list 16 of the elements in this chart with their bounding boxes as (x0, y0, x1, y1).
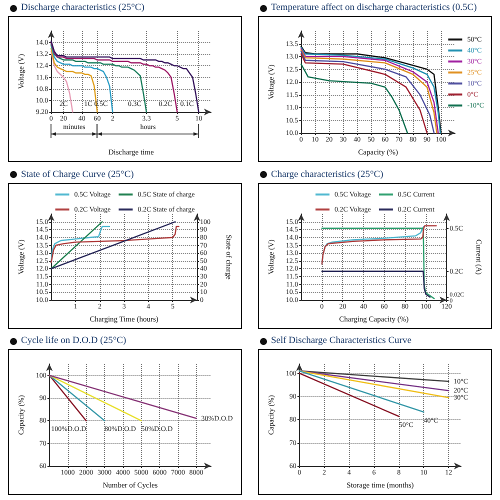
chart-title: Charge characteristics (25°C) (271, 170, 384, 180)
line-series (321, 227, 435, 299)
line-series (300, 64, 408, 134)
chart-title: Discharge characteristics (25°C) (21, 3, 144, 13)
chart-title: Self Discharge Characteristics Curve (271, 336, 412, 346)
line-series (50, 50, 74, 113)
line-series (50, 40, 200, 113)
chart-title: State of Charge Curve (25°C) (21, 170, 134, 180)
line-series (50, 226, 180, 263)
line-series (50, 42, 178, 113)
line-series (321, 270, 431, 298)
line-series (50, 43, 148, 113)
line-series (50, 44, 114, 113)
chart-title: Cycle life on D.O.D (25°C) (21, 336, 126, 346)
chart-title: Temperature affect on discharge characteristics (0.5C) (271, 3, 477, 13)
line-series (50, 226, 110, 263)
